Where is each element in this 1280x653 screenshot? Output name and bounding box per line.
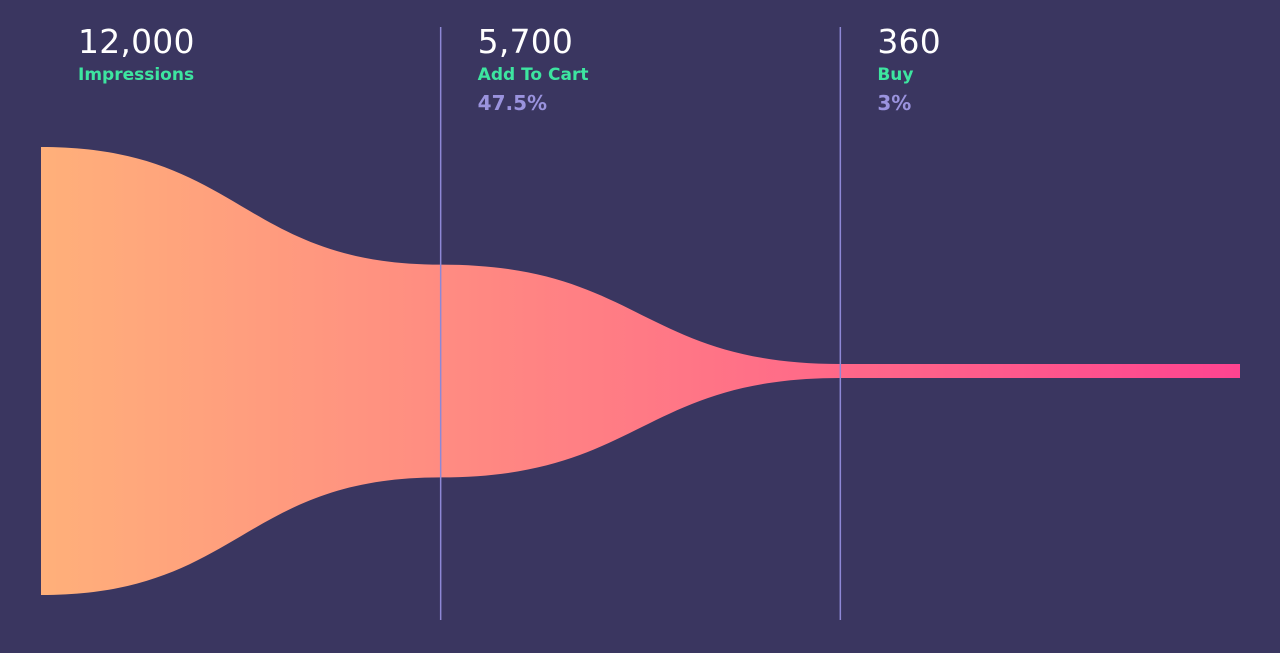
funnel-shape	[41, 147, 1240, 595]
stage-value: 12,000	[78, 22, 195, 61]
stage-percentage: 47.5%	[477, 91, 548, 115]
stage-label-buy: 360 Buy 3%	[877, 22, 941, 116]
stage-label-add-to-cart: 5,700 Add To Cart 47.5%	[478, 22, 589, 116]
stage-label-impressions: 12,000 Impressions	[78, 22, 195, 86]
stage-value: 360	[877, 22, 941, 61]
stage-name: Impressions	[78, 65, 195, 85]
stage-name: Buy	[877, 65, 914, 85]
stage-value: 5,700	[477, 22, 574, 61]
stage-percentage: 3%	[877, 91, 912, 115]
stage-name: Add To Cart	[477, 65, 589, 85]
